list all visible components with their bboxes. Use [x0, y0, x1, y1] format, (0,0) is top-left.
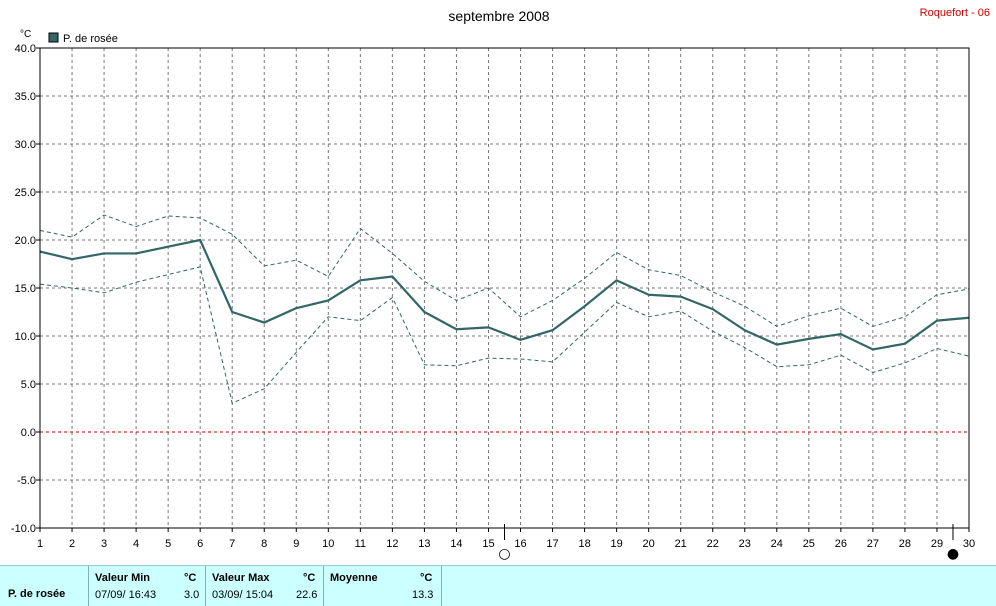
y-tick-label: -10.0: [11, 523, 36, 535]
stats-max-title: Valeur Max: [212, 572, 270, 584]
x-tick-label: 22: [707, 538, 719, 550]
x-tick-label: 2: [69, 538, 75, 550]
x-tick-label: 9: [293, 538, 299, 550]
stats-label-cell: P. de rosée: [0, 566, 89, 606]
new-moon-icon: ○: [498, 546, 510, 562]
x-tick-label: 13: [418, 538, 430, 550]
x-tick-label: 18: [578, 538, 590, 550]
series-line-max: [39, 214, 970, 327]
x-tick-label: 23: [739, 538, 751, 550]
station-name: Roquefort - 06: [920, 7, 990, 19]
x-tick-label: 14: [450, 538, 462, 550]
legend-swatch: [48, 32, 59, 43]
stats-max-unit: °C: [303, 572, 316, 584]
x-tick-label: 7: [229, 538, 235, 550]
y-tick-label: 10.0: [15, 331, 36, 343]
legend-label: P. de rosée: [63, 33, 118, 45]
stats-min-date: 07/09/ 16:43: [95, 589, 157, 601]
x-tick-label: 20: [643, 538, 655, 550]
x-tick-label: 25: [803, 538, 815, 550]
stats-avg-unit: °C: [420, 572, 433, 584]
stats-max-value: 22.6: [296, 589, 318, 601]
moon-markers: ○ ●: [498, 524, 959, 562]
x-tick-label: 5: [165, 538, 171, 550]
stats-min-unit: °C: [184, 572, 197, 584]
stats-avg-value: 13.3: [412, 589, 434, 601]
y-tick-label: 0.0: [21, 427, 36, 439]
x-tick-label: 12: [386, 538, 398, 550]
x-tick-label: 27: [867, 538, 879, 550]
stats-series-label: P. de rosée: [8, 588, 66, 600]
series-line-p-de-ros-e: [39, 238, 970, 351]
x-tick-label: 30: [963, 538, 975, 550]
x-tick-labels: 1 2 3 4 5 6 7 8 9 10 11 12 13 14 15 16 17 18 19 20 21 22 23 24 2…: [37, 528, 975, 550]
y-tick-label: 35.0: [15, 91, 36, 103]
x-tick-label: 15: [482, 538, 494, 550]
x-tick-label: 26: [835, 538, 847, 550]
y-tick-label: -5.0: [17, 475, 36, 487]
dew-point-chart: septembre 2008 Roquefort - 06 °C P. de r…: [11, 7, 990, 562]
y-axis-unit: °C: [20, 29, 31, 40]
chart-title: septembre 2008: [448, 8, 549, 24]
y-tick-label: 20.0: [15, 235, 36, 247]
x-tick-label: 11: [355, 538, 366, 550]
x-tick-label: 17: [546, 538, 558, 550]
stats-max-date: 03/09/ 15:04: [212, 589, 274, 601]
stats-avg-cell: Moyenne °C 13.3: [324, 566, 442, 606]
stats-avg-title: Moyenne: [330, 572, 378, 584]
x-tick-label: 28: [899, 538, 911, 550]
x-tick-label: 21: [675, 538, 687, 550]
stats-max-cell: Valeur Max °C 03/09/ 15:04 22.6: [206, 566, 324, 606]
series-line-min: [39, 266, 970, 404]
x-tick-label: 8: [261, 538, 267, 550]
grid-lines: [40, 48, 969, 528]
y-tick-label: 5.0: [21, 379, 36, 391]
y-tick-label: 40.0: [15, 43, 36, 55]
series-group: [39, 214, 970, 404]
y-tick-label: 30.0: [15, 139, 36, 151]
x-tick-label: 19: [610, 538, 622, 550]
stats-min-cell: Valeur Min °C 07/09/ 16:43 3.0: [89, 566, 206, 606]
x-tick-label: 1: [37, 538, 43, 550]
x-tick-label: 24: [771, 538, 783, 550]
x-tick-label: 4: [133, 538, 139, 550]
stats-min-title: Valeur Min: [95, 572, 151, 584]
x-tick-label: 29: [931, 538, 943, 550]
y-tick-label: 25.0: [15, 187, 36, 199]
x-tick-label: 6: [197, 538, 203, 550]
x-tick-label: 3: [101, 538, 107, 550]
stats-bar: P. de rosée Valeur Min °C 07/09/ 16:43 3…: [0, 565, 996, 606]
x-tick-label: 16: [514, 538, 526, 550]
stats-min-value: 3.0: [184, 589, 200, 601]
y-tick-labels: -10.0 -5.0 0.0 5.0 10.0 15.0 20.0 25.0 30.0 35.0 4…: [11, 43, 40, 535]
x-tick-label: 10: [322, 538, 334, 550]
full-moon-icon: ●: [947, 546, 959, 562]
y-tick-label: 15.0: [15, 283, 36, 295]
